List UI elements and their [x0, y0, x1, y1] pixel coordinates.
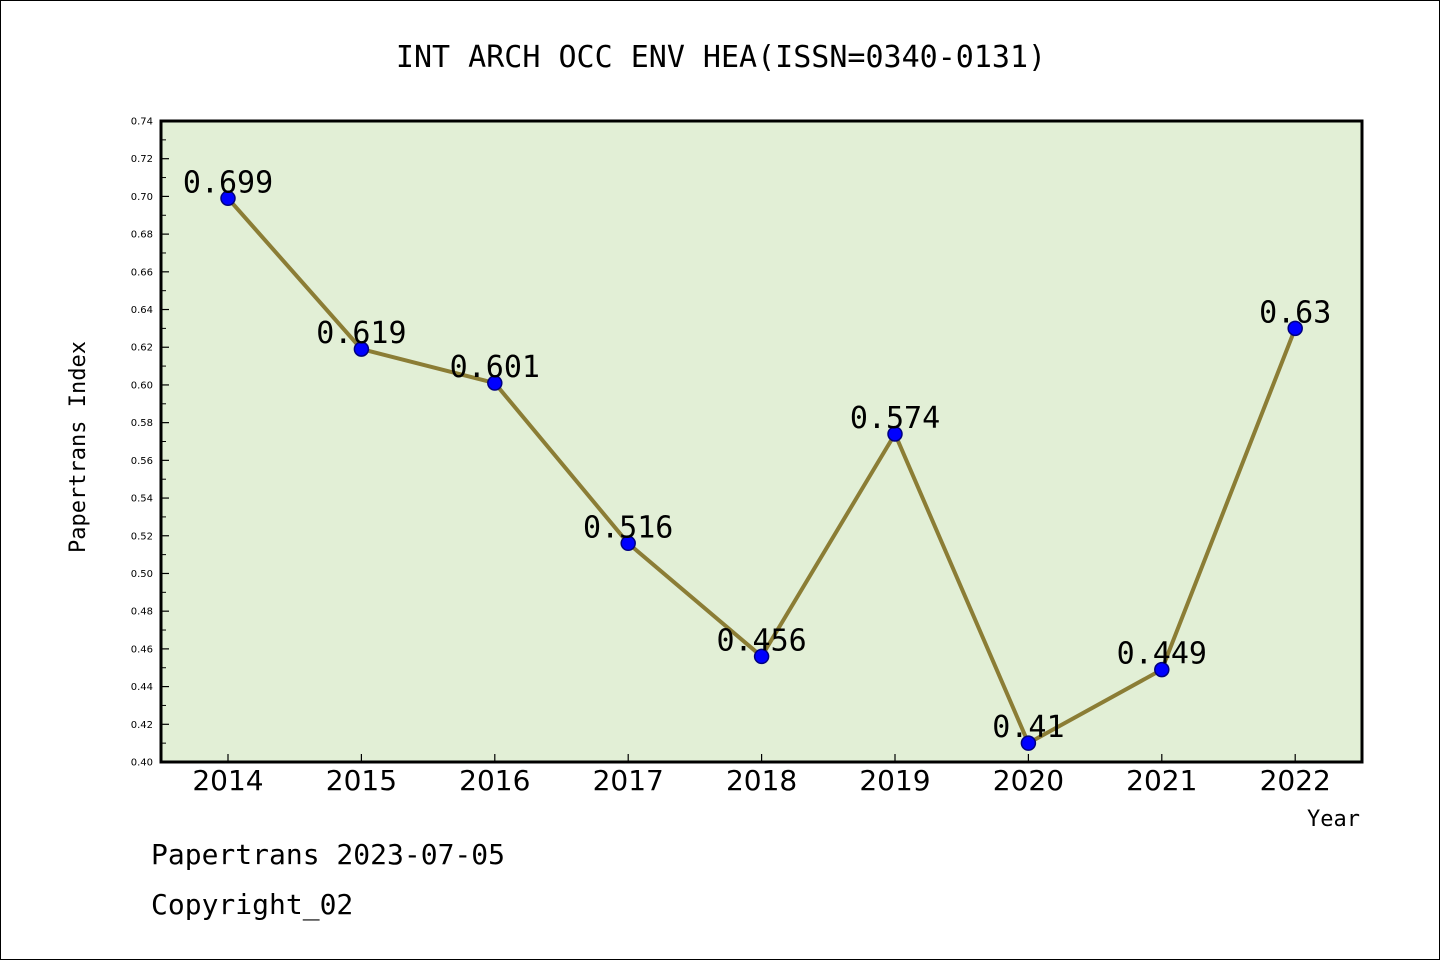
x-tick-label: 2018: [726, 764, 797, 797]
y-tick-label: 0.68: [131, 230, 153, 241]
y-tick-label: 0.70: [131, 192, 153, 203]
x-axis-ticks: 2014 2015 2016 2017 2018 2019 2020 2021 2022: [192, 754, 1331, 797]
data-label: 0.619: [316, 316, 406, 351]
y-tick-label: 0.50: [131, 569, 153, 580]
x-tick-label: 2021: [1126, 764, 1197, 797]
data-label: 0.63: [1259, 295, 1331, 330]
x-tick-label: 2019: [859, 764, 930, 797]
data-label: 0.449: [1117, 637, 1207, 672]
y-tick-label: 0.74: [131, 117, 153, 128]
y-tick-label: 0.54: [131, 494, 153, 505]
y-tick-label: 0.64: [131, 305, 153, 316]
data-point: [1020, 735, 1037, 751]
x-tick-label: 2014: [192, 764, 263, 797]
data-point: [220, 190, 236, 207]
data-label: 0.601: [450, 350, 540, 385]
data-label: 0.574: [850, 401, 940, 436]
y-tick-label: 0.52: [131, 531, 153, 542]
data-label: 0.516: [583, 510, 673, 545]
y-tick-label: 0.40: [131, 758, 153, 769]
y-tick-label: 0.56: [131, 456, 153, 467]
y-axis-ticks: 0.40 0.42 0.44 0.46 0.48 0.50 0.52 0.54 0.56 0.58…: [131, 117, 169, 769]
footer-date: Papertrans 2023-07-05: [151, 838, 505, 871]
y-tick-label: 0.60: [131, 380, 153, 391]
y-tick-label: 0.62: [131, 343, 153, 354]
y-tick-label: 0.72: [131, 154, 153, 165]
y-tick-label: 0.48: [131, 607, 153, 618]
data-labels: 0.699 0.619 0.601 0.516 0.456 0.574 0.41 0.449 0…: [183, 165, 1331, 745]
x-tick-label: 2020: [993, 764, 1064, 797]
data-label: 0.699: [183, 165, 273, 200]
data-point: [620, 535, 636, 552]
y-tick-label: 0.44: [131, 682, 153, 693]
footer-copyright: Copyright_02: [151, 888, 353, 922]
data-point: [487, 375, 503, 391]
data-label: 0.41: [992, 710, 1064, 745]
data-point: [1287, 320, 1303, 337]
data-point: [753, 648, 770, 665]
x-tick-label: 2015: [326, 764, 397, 797]
data-label: 0.456: [716, 623, 806, 658]
x-tick-label: 2016: [459, 764, 530, 797]
y-tick-label: 0.58: [131, 418, 153, 429]
x-tick-label: 2017: [593, 764, 664, 797]
y-tick-label: 0.42: [131, 720, 153, 731]
x-tick-label: 2022: [1260, 764, 1331, 797]
data-point: [1154, 661, 1170, 678]
chart-title: INT ARCH OCC ENV HEA(ISSN=0340-0131): [396, 40, 1046, 75]
data-point: [887, 426, 903, 442]
y-tick-label: 0.46: [131, 644, 153, 655]
x-axis-label: Year: [1307, 807, 1360, 832]
y-axis-label: Papertrans Index: [66, 341, 91, 553]
y-tick-label: 0.66: [131, 267, 153, 278]
data-markers: [220, 190, 1303, 751]
data-point: [353, 341, 370, 357]
